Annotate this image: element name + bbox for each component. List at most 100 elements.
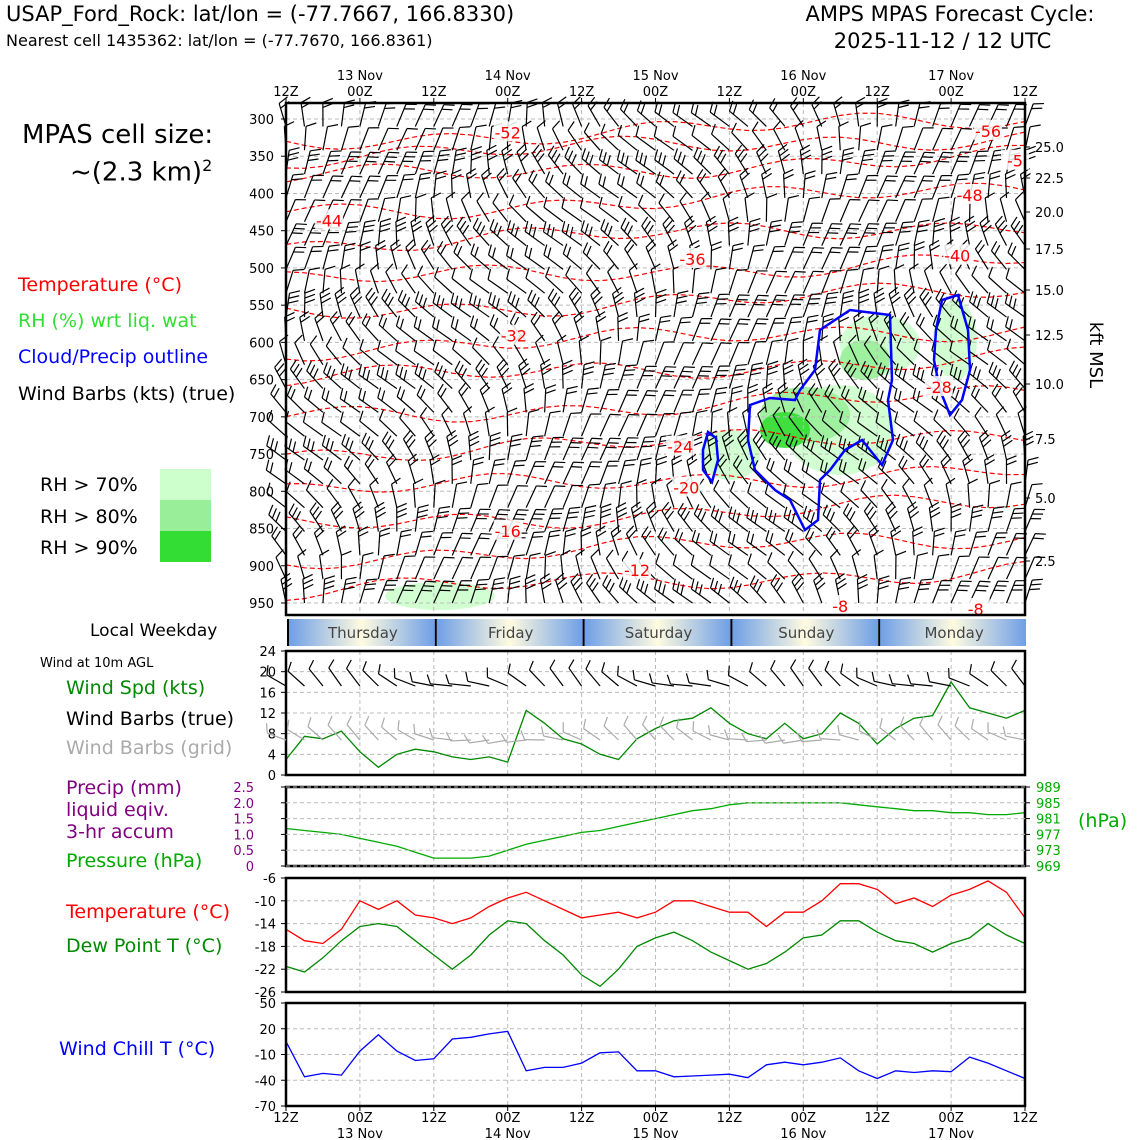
wind-barb: [978, 429, 992, 461]
wind-barb-grid: [987, 722, 1007, 741]
wind-barb: [441, 406, 453, 437]
xs-kft-label: 2.5: [1035, 555, 1056, 570]
wind-barb: [876, 575, 890, 604]
cloud-outline-1: [932, 293, 972, 418]
wind-barb-grid: [463, 734, 490, 744]
wind-barb-true: [528, 660, 546, 687]
wind-barb: [784, 337, 799, 365]
isotherm-label-bg: [924, 376, 953, 397]
wind-barb: [303, 174, 324, 199]
wind-barb: [913, 198, 933, 222]
dewpoint-line: [285, 920, 1026, 988]
xs-ytick-label: 700: [249, 411, 274, 426]
wind-barb: [691, 292, 710, 318]
wind-barb: [450, 292, 472, 318]
wind-barb: [600, 219, 619, 246]
wind-barb: [433, 149, 451, 175]
wind-barb-grid: [482, 734, 508, 745]
wind-barb: [341, 433, 361, 461]
wind-barb: [617, 480, 632, 508]
wind-barb: [636, 390, 658, 413]
wind-barb: [895, 550, 907, 580]
wind-barb: [777, 382, 789, 413]
wind-barb: [374, 501, 386, 532]
wind-barb: [932, 527, 945, 556]
wind-barb: [999, 191, 1010, 222]
top-day-label: 16 Nov: [780, 69, 826, 84]
wind-barb: [432, 339, 453, 366]
wind-barb: [673, 316, 693, 342]
wind-barb-true: [790, 659, 804, 687]
wind-barb: [617, 437, 639, 461]
wind-barb: [414, 127, 437, 151]
wind-barb: [858, 458, 878, 485]
wind-barb: [620, 217, 638, 246]
temperature-panel-ytick-label: -10: [255, 895, 276, 910]
wind-barb-true: [648, 673, 675, 687]
wind-barb: [395, 363, 416, 390]
wind-barb-true: [549, 659, 564, 687]
wind-barb: [843, 359, 860, 389]
legend-barbs: Wind Barbs (kts) (true): [18, 383, 236, 405]
wind-barb: [747, 340, 767, 365]
wind-barb: [469, 315, 490, 342]
wind-barb: [654, 389, 677, 413]
cell-size-label: MPAS cell size:: [22, 120, 214, 150]
wind-barb: [794, 120, 804, 151]
wind-barb-true: [666, 674, 693, 687]
wind-barb: [654, 288, 667, 318]
wind-barb: [323, 457, 342, 485]
windchill-panel-ytick-label: 50: [259, 997, 276, 1012]
rh80-label: RH > 80%: [40, 506, 138, 528]
nearest-cell-line: Nearest cell 1435362: lat/lon = (-77.767…: [6, 31, 433, 50]
wind-barb-grid: [675, 718, 693, 741]
wind-barb: [654, 412, 675, 437]
wind-barb: [784, 316, 803, 342]
wind-barb-grid: [899, 716, 915, 741]
wind-barb: [329, 311, 342, 342]
xs-ytick-label: 550: [249, 299, 274, 314]
wind-barb: [339, 387, 361, 413]
wind-barb: [352, 501, 365, 532]
wind-barb: [414, 530, 433, 556]
wind-barb: [349, 286, 363, 318]
wind-barb: [840, 481, 860, 509]
wind-panel-frame: [284, 649, 1027, 777]
wind-barb: [655, 171, 675, 199]
wind-barb: [653, 578, 675, 604]
xs-ytick-label: 650: [249, 374, 274, 389]
wind-barb: [710, 293, 730, 318]
wind-barb: [839, 290, 855, 318]
wind-barb: [749, 575, 767, 604]
wind-barb: [675, 170, 693, 199]
wind-barb: [492, 193, 509, 223]
wind-barb: [971, 265, 989, 294]
wind-barb-true: [409, 672, 434, 687]
wind-barb: [630, 501, 643, 532]
wind-barb: [486, 144, 498, 175]
wind-barb: [709, 577, 730, 604]
wind-barb-grid: [381, 717, 398, 741]
wind-barb: [1000, 430, 1013, 461]
wind-barb: [266, 435, 287, 461]
wind-barb: [913, 578, 932, 604]
wind-barb: [913, 127, 934, 151]
windchill-panel-ytick-label: -10: [255, 1049, 276, 1064]
wind-barb: [846, 525, 860, 556]
cell-size-sup: 2: [202, 156, 213, 175]
wind-barb: [303, 245, 324, 270]
top-time-label: 12Z: [717, 85, 743, 100]
wind-barb: [322, 265, 336, 294]
wind-barb: [802, 196, 821, 222]
wind-barb-true: [617, 665, 638, 687]
isotherm-line: [285, 385, 1026, 423]
wind-barb-grid: [659, 716, 675, 741]
wind-barb: [654, 341, 675, 365]
wind-barb: [414, 504, 429, 532]
wind-barb: [877, 362, 897, 390]
wind-barb: [757, 406, 767, 437]
wind-barb-true: [308, 659, 324, 687]
wind-barb: [598, 196, 619, 223]
wind-barb-true: [486, 667, 508, 687]
wind-barb: [658, 193, 675, 223]
